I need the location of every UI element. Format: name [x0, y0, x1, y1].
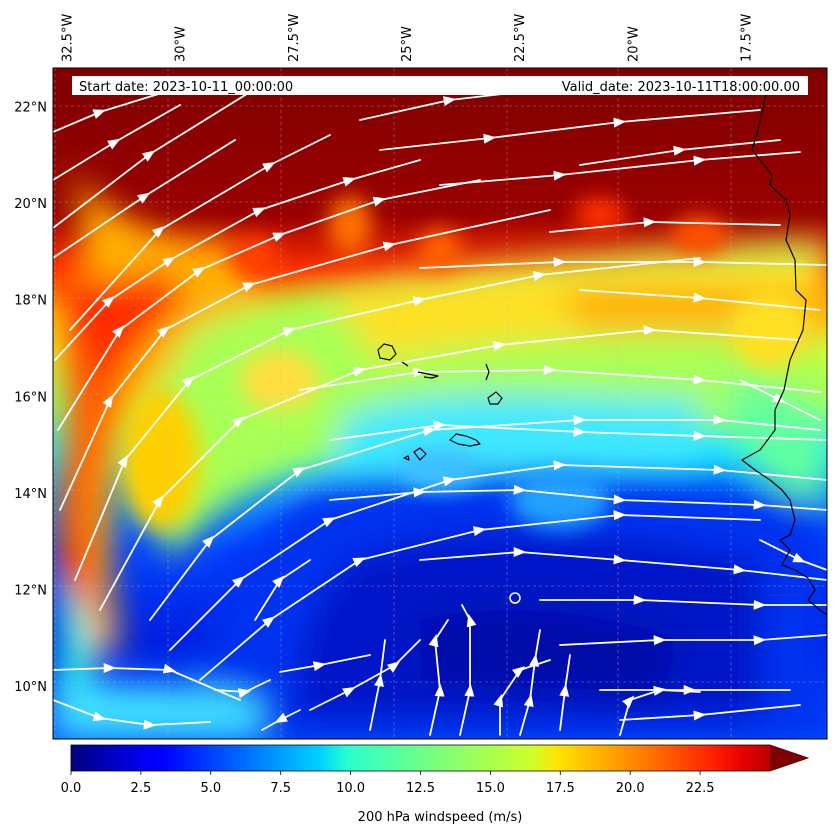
colorbar-tick-label: 7.5: [270, 781, 291, 796]
longitude-tick-labels: 32.5°W 30°W 27.5°W 25°W 22.5°W 20°W 17.5°W: [61, 14, 755, 62]
colorbar-tick-label: 10.0: [336, 781, 365, 796]
latitude-tick-labels: 22°N 20°N 18°N 16°N 14°N 12°N 10°N: [14, 101, 47, 695]
cabo-verde-sal: [485, 363, 490, 381]
lon-tick-label: 27.5°W: [287, 14, 302, 62]
africa-coastline: [741, 89, 827, 616]
lon-tick-label: 32.5°W: [61, 14, 76, 62]
lat-tick-label: 20°N: [14, 197, 47, 212]
lon-tick-label: 20°W: [626, 26, 641, 62]
lat-tick-label: 12°N: [14, 583, 47, 598]
colorbar-title: 200 hPa windspeed (m/s): [358, 810, 523, 825]
streamlines: [53, 91, 827, 736]
coastlines: [377, 89, 827, 616]
colorbar-tick-label: 22.5: [686, 781, 715, 796]
colorbar: 0.0 2.5 5.0 7.5 10.0 12.5 15.0 17.5 20.0 22.5 200…: [61, 744, 810, 825]
colorbar-tick-label: 12.5: [406, 781, 435, 796]
valid-date-label: Valid_date: 2023-10-11T18:00:00.00: [562, 80, 800, 95]
lat-tick-label: 18°N: [14, 294, 47, 309]
lon-tick-label: 30°W: [174, 26, 189, 62]
colorbar-tick-label: 5.0: [200, 781, 221, 796]
cabo-verde-sao-vicente: [401, 361, 409, 367]
cabo-verde-sao-nicolau: [417, 371, 439, 379]
cabo-verde-boa-vista: [487, 391, 503, 405]
lat-tick-label: 16°N: [14, 390, 47, 405]
windspeed-field: [53, 68, 827, 739]
cabo-verde-fogo: [413, 447, 427, 461]
colorbar-extend-max: [770, 745, 808, 771]
cabo-verde-santiago: [449, 433, 481, 447]
colorbar-tick-label: 17.5: [546, 781, 575, 796]
lon-tick-label: 25°W: [400, 26, 415, 62]
colorbar-ticks: 0.0 2.5 5.0 7.5 10.0 12.5 15.0 17.5 20.0 22.5: [61, 771, 715, 796]
info-header: Start date: 2023-10-11_00:00:00 Valid_da…: [72, 76, 808, 95]
start-date-label: Start date: 2023-10-11_00:00:00: [79, 80, 293, 95]
cabo-verde-brava: [403, 455, 410, 461]
plot-frame: [52, 67, 828, 740]
colorbar-tick-label: 15.0: [476, 781, 505, 796]
colorbar-body: [70, 744, 810, 772]
lat-tick-label: 22°N: [14, 101, 47, 116]
lon-tick-label: 17.5°W: [740, 14, 755, 62]
cabo-verde-santo-antao: [377, 343, 397, 361]
lon-tick-label: 22.5°W: [513, 14, 528, 62]
info-header-background: [72, 76, 808, 95]
colorbar-tick-label: 20.0: [616, 781, 645, 796]
lat-tick-label: 10°N: [14, 680, 47, 695]
colorbar-tick-label: 0.0: [61, 781, 82, 796]
lat-tick-label: 14°N: [14, 487, 47, 502]
colorbar-tick-label: 2.5: [131, 781, 152, 796]
